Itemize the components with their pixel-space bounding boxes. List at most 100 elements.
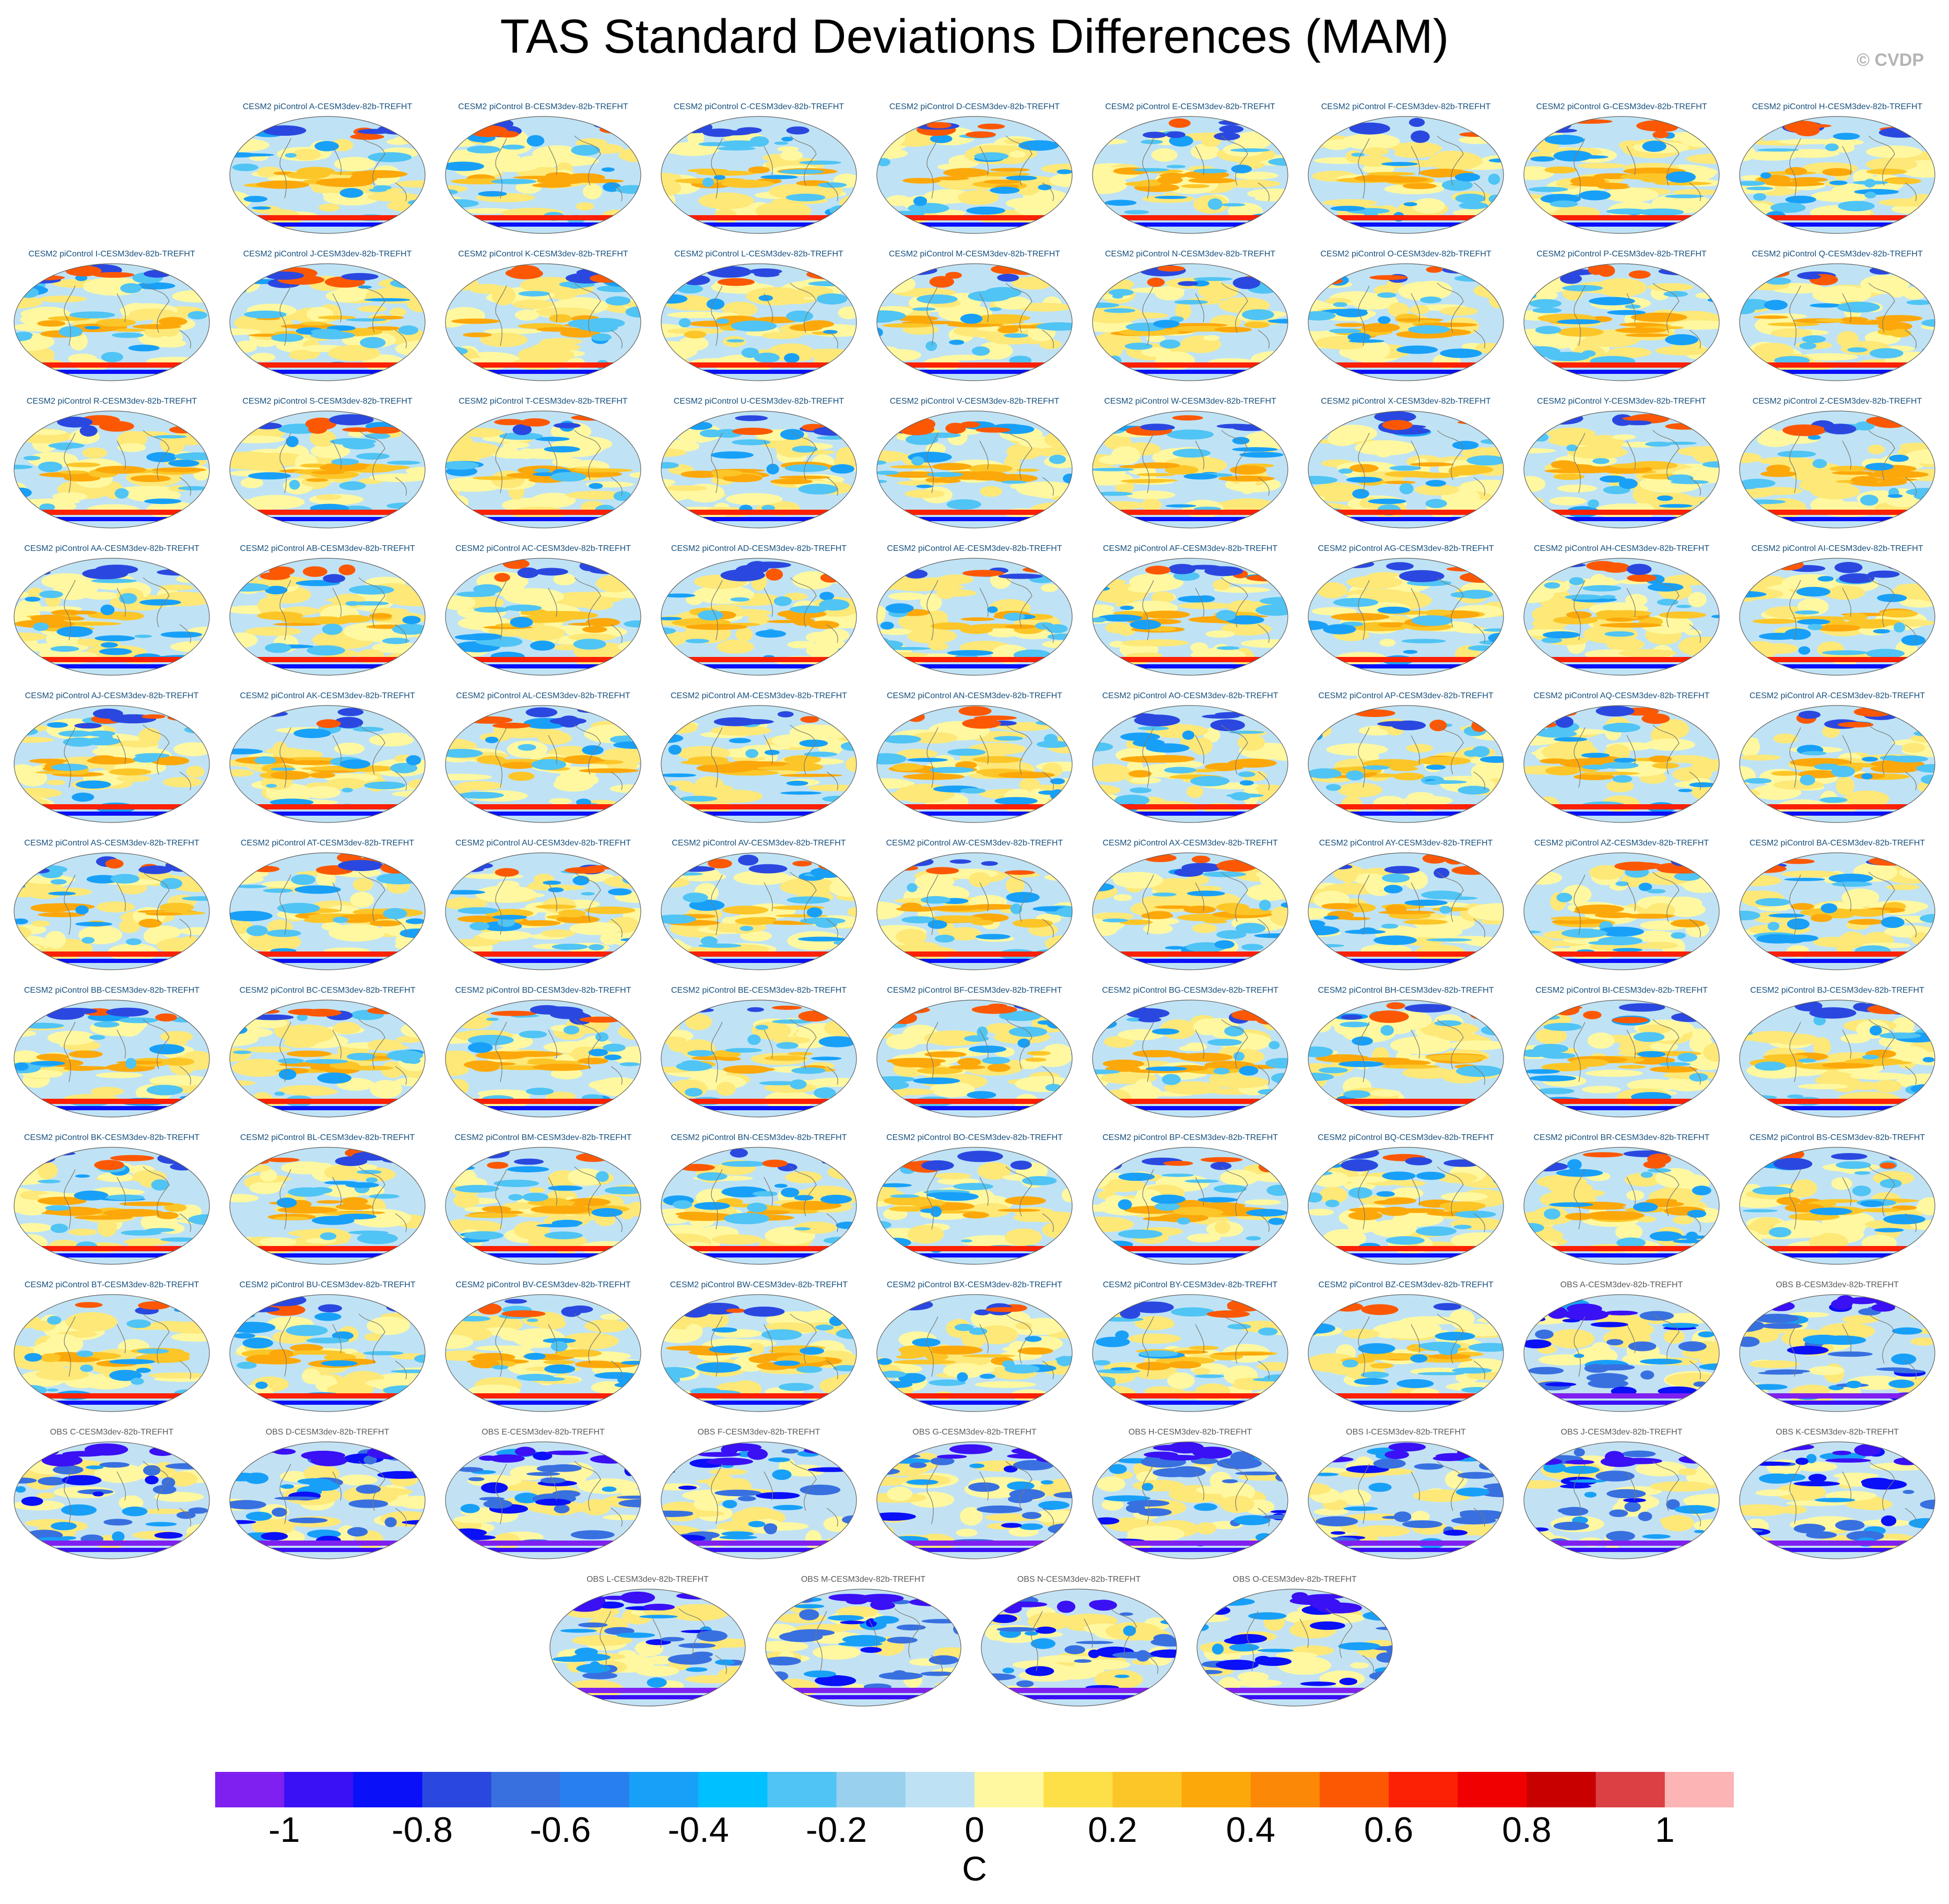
global-map [14,852,210,970]
panel-title: CESM2 piControl T-CESM3dev-82b-TREFHT [459,397,628,406]
colorbar-swatch [1181,1772,1251,1807]
panel-title: CESM2 piControl Q-CESM3dev-82b-TREFHT [1752,250,1923,258]
global-map [1308,1441,1504,1559]
map-panel: OBS K-CESM3dev-82b-TREFHT [1738,1428,1936,1561]
panel-title: CESM2 piControl BU-CESM3dev-82b-TREFHT [239,1280,416,1289]
map-panel: OBS N-CESM3dev-82b-TREFHT [980,1575,1178,1709]
panel-title: CESM2 piControl BZ-CESM3dev-82b-TREFHT [1318,1280,1494,1289]
panel-title: OBS J-CESM3dev-82b-TREFHT [1560,1428,1683,1437]
colorbar-unit-label: C [962,1849,987,1888]
map-panel: CESM2 piControl V-CESM3dev-82b-TREFHT [875,397,1074,531]
panel-title: CESM2 piControl O-CESM3dev-82b-TREFHT [1320,250,1492,258]
map-panel: CESM2 piControl AK-CESM3dev-82b-TREFHT [228,691,427,825]
panel-title: CESM2 piControl BM-CESM3dev-82b-TREFHT [454,1133,632,1142]
panel-title: CESM2 piControl AT-CESM3dev-82b-TREFHT [240,839,415,848]
map-panel: CESM2 piControl BA-CESM3dev-82b-TREFHT [1738,839,1936,972]
panel-title: CESM2 piControl BW-CESM3dev-82b-TREFHT [670,1280,848,1289]
map-panel: CESM2 piControl BY-CESM3dev-82b-TREFHT [1091,1280,1289,1414]
colorbar-tick-label: -0.4 [668,1810,729,1850]
global-map [229,1000,426,1118]
global-map [1523,1000,1720,1118]
panel-title: CESM2 piControl G-CESM3dev-82b-TREFHT [1536,102,1707,111]
global-map [876,1294,1073,1412]
map-panel: CESM2 piControl BN-CESM3dev-82b-TREFHT [660,1133,858,1267]
map-panel: CESM2 piControl AP-CESM3dev-82b-TREFHT [1307,691,1505,825]
map-panel: CESM2 piControl C-CESM3dev-82b-TREFHT [660,102,858,236]
panel-title: CESM2 piControl AV-CESM3dev-82b-TREFHT [672,839,846,848]
panel-title: CESM2 piControl AC-CESM3dev-82b-TREFHT [455,544,631,553]
map-panel: OBS O-CESM3dev-82b-TREFHT [1195,1575,1394,1709]
panel-title: CESM2 piControl L-CESM3dev-82b-TREFHT [674,250,843,258]
colorbar-tick-label: -0.8 [392,1810,453,1850]
map-panel: CESM2 piControl AL-CESM3dev-82b-TREFHT [444,691,642,825]
panel-title: CESM2 piControl BX-CESM3dev-82b-TREFHT [886,1280,1063,1289]
map-panel-grid: CESM2 piControl A-CESM3dev-82b-TREFHT CES… [13,102,1936,1709]
global-map [229,852,426,970]
global-map [661,1147,857,1265]
map-panel: CESM2 piControl Y-CESM3dev-82b-TREFHT [1522,397,1721,531]
map-panel: CESM2 piControl AO-CESM3dev-82b-TREFHT [1091,691,1289,825]
map-panel: CESM2 piControl BH-CESM3dev-82b-TREFHT [1307,986,1505,1120]
panel-title: CESM2 piControl BY-CESM3dev-82b-TREFHT [1102,1280,1278,1289]
panel-title: OBS M-CESM3dev-82b-TREFHT [801,1575,926,1584]
panel-title: CESM2 piControl K-CESM3dev-82b-TREFHT [458,250,628,258]
panel-title: CESM2 piControl C-CESM3dev-82b-TREFHT [673,102,844,111]
panel-title: CESM2 piControl AZ-CESM3dev-82b-TREFHT [1534,839,1709,848]
colorbar-swatch [560,1772,630,1807]
panel-title: OBS L-CESM3dev-82b-TREFHT [586,1575,709,1584]
panel-title: CESM2 piControl BI-CESM3dev-82b-TREFHT [1535,986,1708,995]
map-panel: CESM2 piControl AJ-CESM3dev-82b-TREFHT [13,691,211,825]
panel-title: CESM2 piControl AA-CESM3dev-82b-TREFHT [24,544,199,553]
panel-title: OBS D-CESM3dev-82b-TREFHT [265,1428,390,1437]
global-map [661,705,857,823]
map-panel: CESM2 piControl AG-CESM3dev-82b-TREFHT [1307,544,1505,678]
global-map [876,1000,1073,1118]
map-panel: CESM2 piControl D-CESM3dev-82b-TREFHT [875,102,1074,236]
colorbar-tick-label: 0.4 [1226,1810,1275,1850]
global-map [14,1441,210,1559]
colorbar-swatch [1527,1772,1596,1807]
colorbar-swatch [215,1772,285,1807]
panel-title: CESM2 piControl AE-CESM3dev-82b-TREFHT [887,544,1062,553]
panel-title: OBS C-CESM3dev-82b-TREFHT [50,1428,174,1437]
global-map [661,116,857,234]
map-panel: CESM2 piControl BU-CESM3dev-82b-TREFHT [228,1280,427,1414]
map-panel: CESM2 piControl BV-CESM3dev-82b-TREFHT [444,1280,642,1414]
global-map [876,1147,1073,1265]
map-panel: CESM2 piControl AZ-CESM3dev-82b-TREFHT [1522,839,1721,972]
panel-title: CESM2 piControl BF-CESM3dev-82b-TREFHT [887,986,1062,995]
map-panel: CESM2 piControl G-CESM3dev-82b-TREFHT [1522,102,1721,236]
panel-title: CESM2 piControl V-CESM3dev-82b-TREFHT [889,397,1060,406]
panel-title: CESM2 piControl BC-CESM3dev-82b-TREFHT [239,986,416,995]
panel-title: CESM2 piControl W-CESM3dev-82b-TREFHT [1104,397,1276,406]
global-map [445,116,641,234]
colorbar-swatch [1389,1772,1458,1807]
panel-title: CESM2 piControl BP-CESM3dev-82b-TREFHT [1102,1133,1278,1142]
panel-title: CESM2 piControl P-CESM3dev-82b-TREFHT [1536,250,1707,258]
panel-title: CESM2 piControl BH-CESM3dev-82b-TREFHT [1318,986,1494,995]
map-panel: CESM2 piControl BG-CESM3dev-82b-TREFHT [1091,986,1289,1120]
map-panel: CESM2 piControl S-CESM3dev-82b-TREFHT [228,397,427,531]
panel-title: CESM2 piControl AF-CESM3dev-82b-TREFHT [1102,544,1278,553]
panel-title: CESM2 piControl AX-CESM3dev-82b-TREFHT [1102,839,1278,848]
colorbar-swatch [698,1772,768,1807]
panel-title: CESM2 piControl S-CESM3dev-82b-TREFHT [242,397,413,406]
global-map [661,1441,857,1559]
map-panel: CESM2 piControl T-CESM3dev-82b-TREFHT [444,397,642,531]
map-panel: CESM2 piControl AB-CESM3dev-82b-TREFHT [228,544,427,678]
colorbar-tick-label: 0.2 [1088,1810,1137,1850]
panel-title: CESM2 piControl AG-CESM3dev-82b-TREFHT [1318,544,1494,553]
global-map [1092,558,1288,676]
global-map [229,1294,426,1412]
panel-title: OBS A-CESM3dev-82b-TREFHT [1560,1280,1683,1289]
colorbar-swatch [491,1772,561,1807]
global-map [1092,1294,1288,1412]
global-map [1739,705,1935,823]
global-map [765,1589,961,1707]
global-map [1308,263,1504,381]
map-panel: CESM2 piControl U-CESM3dev-82b-TREFHT [660,397,858,531]
global-map [1308,1294,1504,1412]
map-panel: OBS D-CESM3dev-82b-TREFHT [228,1428,427,1561]
colorbar-swatch [284,1772,354,1807]
global-map [661,1000,857,1118]
